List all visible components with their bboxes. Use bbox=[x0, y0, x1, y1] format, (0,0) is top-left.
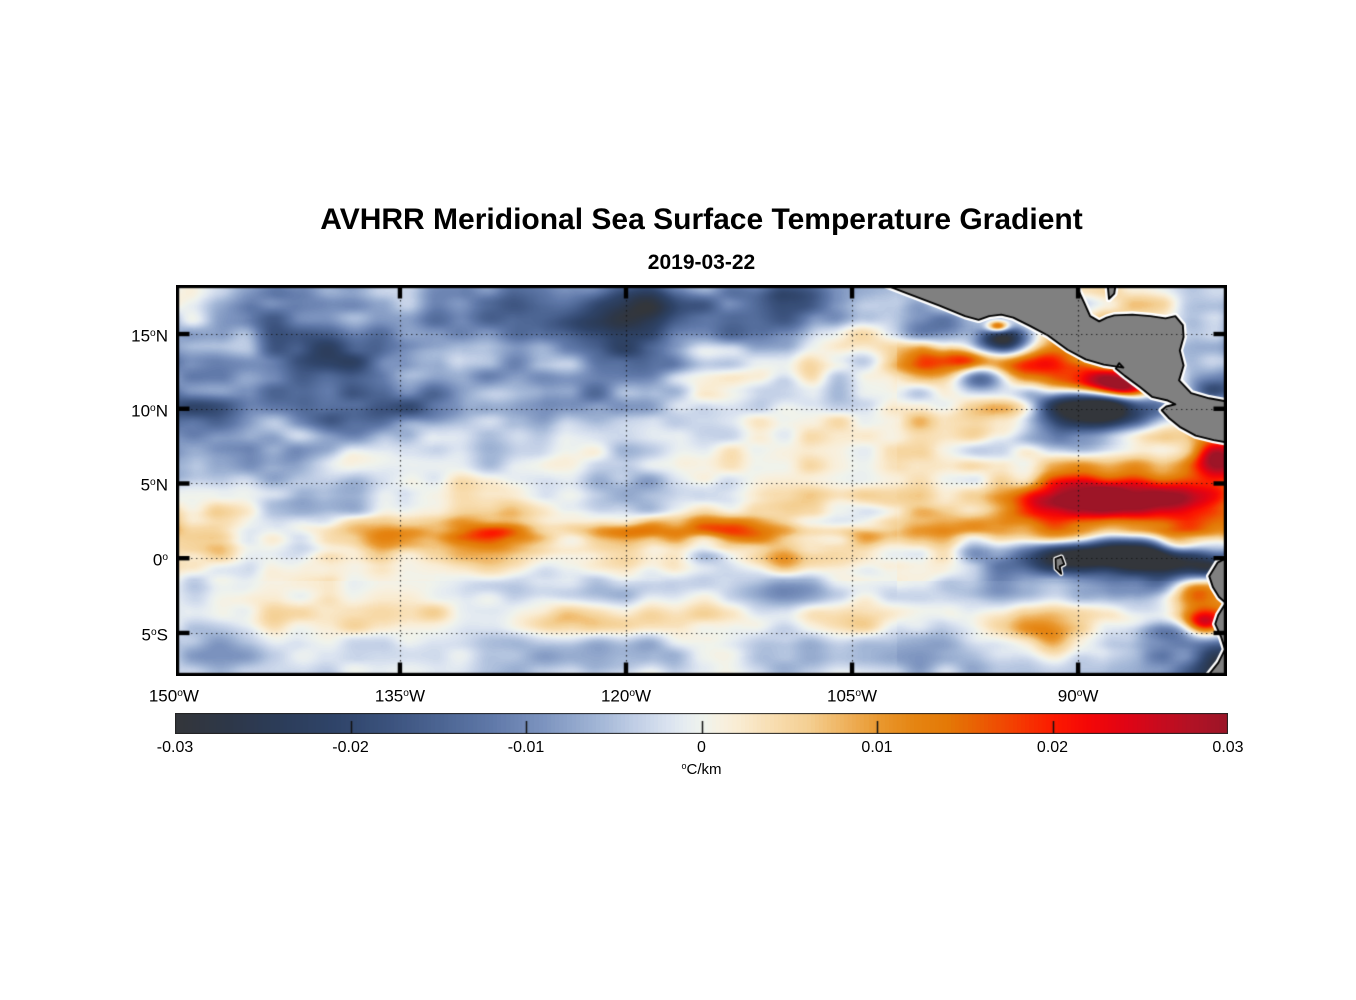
map-canvas bbox=[176, 285, 1227, 676]
colorbar-tick-label: -0.03 bbox=[156, 739, 194, 756]
x-axis-tick-label: 135oW bbox=[374, 686, 425, 706]
y-axis-tick-label: 0o bbox=[152, 550, 168, 570]
colorbar-tick-label: 0.02 bbox=[1036, 739, 1069, 756]
colorbar-tick-label: -0.01 bbox=[507, 739, 545, 756]
x-axis-tick-label: 120oW bbox=[600, 686, 652, 706]
colorbar-tick-label: -0.02 bbox=[332, 739, 369, 756]
colorbar-canvas bbox=[175, 713, 1228, 734]
y-axis-tick-label: 15oN bbox=[131, 326, 168, 346]
colorbar-unit-label: oC/km bbox=[681, 761, 722, 778]
y-axis-tick-label: 5oS bbox=[141, 625, 168, 645]
y-axis-tick-label: 5oN bbox=[140, 476, 168, 496]
colorbar-tick-label: 0.01 bbox=[861, 739, 893, 756]
x-axis-tick-label: 105oW bbox=[827, 686, 878, 706]
x-axis-tick-label: 90oW bbox=[1057, 686, 1099, 706]
y-axis-tick-label: 10oN bbox=[131, 401, 168, 421]
chart-date-subtitle: 2019-03-22 bbox=[647, 251, 756, 274]
chart-title: AVHRR Meridional Sea Surface Temperature… bbox=[320, 203, 1083, 236]
colorbar-tick-label: 0.03 bbox=[1212, 739, 1244, 756]
colorbar-tick-label: 0 bbox=[697, 739, 706, 756]
x-axis-tick-label: 150oW bbox=[148, 686, 199, 706]
